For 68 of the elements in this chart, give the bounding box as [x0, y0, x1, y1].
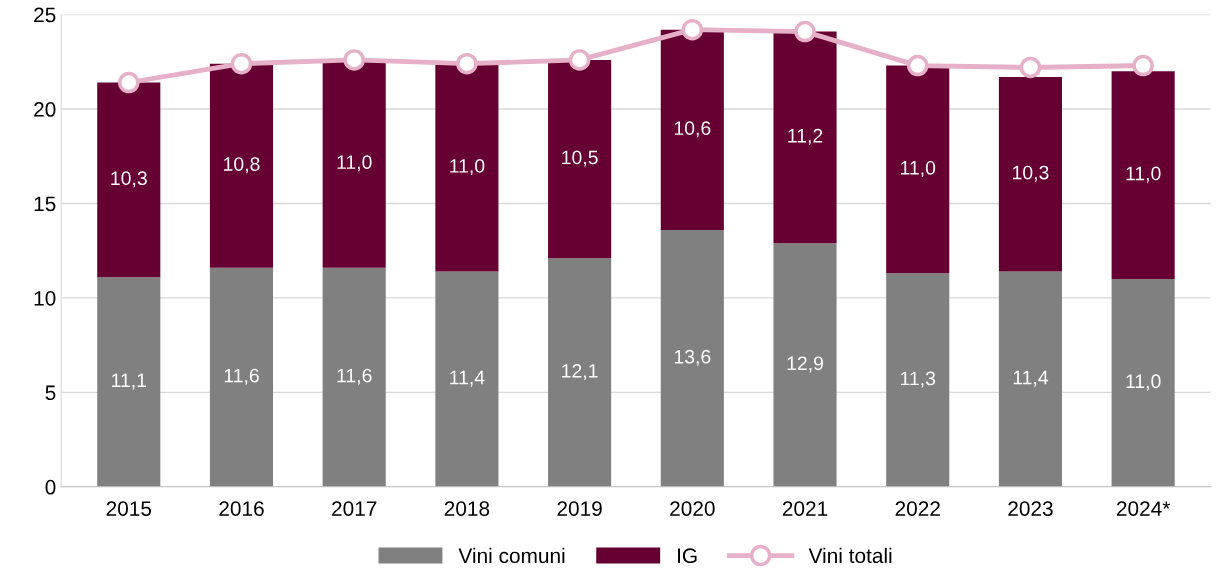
- data-label: 11,0: [337, 155, 372, 172]
- x-tick-label: 2016: [219, 501, 264, 516]
- data-label: 12,9: [787, 356, 824, 373]
- bar: [97, 277, 161, 487]
- data-label: 11,0: [450, 159, 485, 176]
- bar: [660, 29, 724, 230]
- data-label: 11,4: [450, 370, 485, 387]
- point: [568, 49, 591, 71]
- point: [343, 49, 365, 71]
- data-label: 11,6: [224, 368, 259, 385]
- bar: [97, 82, 161, 278]
- legend-label: IG: [678, 548, 697, 564]
- y-tick-label: 25: [34, 7, 56, 23]
- bar: [435, 63, 499, 272]
- bar: [1111, 71, 1175, 280]
- x-tick-label: 2024*: [1116, 501, 1171, 516]
- point: [906, 54, 929, 77]
- x-tick-label: 2023: [1008, 501, 1053, 516]
- bar: [435, 271, 499, 487]
- bar: [1111, 279, 1175, 487]
- bar: [773, 243, 837, 487]
- data-label: 11,0: [1126, 166, 1161, 183]
- data-label: 10,3: [1013, 165, 1049, 182]
- y-tick-label: 15: [34, 196, 56, 212]
- point: [118, 71, 140, 94]
- x-tick-label: 2019: [557, 501, 602, 516]
- y-tick-label: 10: [34, 290, 56, 306]
- data-label: 11,4: [1013, 370, 1049, 387]
- y-tick-label: 20: [34, 102, 56, 117]
- legend-label: Vini comuni: [458, 547, 565, 564]
- point: [1019, 56, 1042, 79]
- point: [681, 18, 704, 41]
- point: [1132, 54, 1154, 77]
- data-label: 11,0: [1126, 374, 1161, 391]
- point: [230, 52, 253, 75]
- bar: [886, 65, 950, 274]
- x-tick-label: 2017: [332, 501, 377, 516]
- data-label: 11,2: [788, 128, 823, 145]
- point: [794, 20, 816, 43]
- data-label: 11,0: [901, 160, 936, 177]
- bar: [886, 273, 950, 487]
- x-tick-label: 2022: [895, 501, 940, 516]
- legend-label: Vini totali: [808, 547, 892, 564]
- y-tick-label: 0: [45, 479, 56, 495]
- bar: [548, 59, 612, 259]
- bar: [209, 63, 274, 268]
- x-tick-label: 2018: [444, 501, 490, 516]
- data-label: 11,3: [901, 371, 936, 388]
- bar: [773, 31, 837, 244]
- data-label: 11,6: [337, 368, 372, 385]
- x-tick-label: 2021: [782, 501, 828, 516]
- x-tick-label: 2020: [670, 501, 715, 516]
- data-label: 10,5: [562, 150, 598, 167]
- y-tick-label: 5: [45, 385, 56, 401]
- data-label: 11,1: [112, 373, 147, 390]
- bar: [548, 258, 612, 487]
- bar: [322, 267, 386, 487]
- bar: [998, 76, 1062, 272]
- point: [456, 52, 478, 75]
- bar: [998, 271, 1062, 487]
- x-tick-label: 2015: [106, 501, 152, 516]
- data-label: 12,1: [562, 363, 598, 381]
- data-label: 10,3: [111, 171, 147, 188]
- bar: [660, 229, 724, 487]
- data-label: 10,8: [224, 157, 260, 174]
- bar: [209, 267, 274, 487]
- data-label: 13,6: [674, 349, 711, 366]
- data-label: 10,6: [674, 121, 711, 138]
